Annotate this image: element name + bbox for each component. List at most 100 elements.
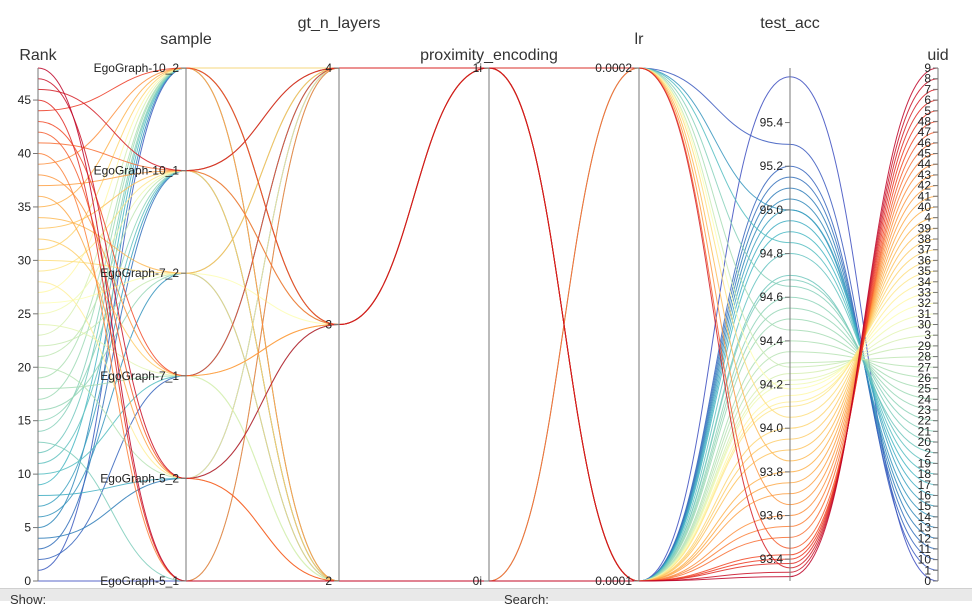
- tick-label-uid: 4: [924, 211, 931, 225]
- axis-title-uid: uid: [927, 47, 948, 64]
- record-line-17[interactable]: [37, 67, 939, 582]
- record-line-41[interactable]: [37, 67, 939, 582]
- record-line-28[interactable]: [37, 67, 939, 582]
- record-line-27[interactable]: [37, 67, 939, 582]
- tick-label-proximity_encoding: 1i: [473, 61, 482, 75]
- tick-label-uid: 22: [918, 414, 932, 428]
- tick-label-uid: 28: [918, 350, 932, 364]
- tick-label-uid: 26: [918, 371, 932, 385]
- footer-bar: Show: Search:: [0, 588, 972, 607]
- tick-label-uid: 42: [918, 179, 932, 193]
- axis-title-test_acc: test_acc: [760, 15, 820, 32]
- tick-label-uid: 38: [918, 232, 932, 246]
- tick-label-uid: 46: [918, 136, 932, 150]
- record-line-32[interactable]: [37, 67, 939, 582]
- tick-label-gt_n_layers: 4: [325, 61, 332, 75]
- record-line-42[interactable]: [37, 67, 939, 582]
- show-label: Show:: [10, 592, 47, 607]
- record-line-43[interactable]: [37, 67, 939, 582]
- tick-label-uid: 0: [924, 574, 931, 588]
- tick-label-uid: 18: [918, 467, 932, 481]
- record-line-11[interactable]: [37, 67, 939, 582]
- tick-label-test_acc: 95.4: [760, 116, 784, 130]
- tick-label-uid: 44: [918, 157, 932, 171]
- tick-label-rank: 5: [24, 521, 31, 535]
- tick-label-rank: 45: [18, 93, 32, 107]
- record-line-48[interactable]: [37, 67, 939, 582]
- tick-label-uid: 36: [918, 253, 932, 267]
- tick-label-uid: 40: [918, 200, 932, 214]
- tick-label-test_acc: 94.6: [760, 290, 784, 304]
- tick-label-uid: 20: [918, 435, 932, 449]
- tick-label-test_acc: 94.4: [760, 334, 784, 348]
- record-line-46[interactable]: [37, 67, 939, 569]
- axis-gt_n_layers[interactable]: gt_n_layers 2 3 4: [298, 15, 381, 588]
- tick-label-proximity_encoding: 0i: [473, 574, 482, 588]
- record-line-12[interactable]: [37, 67, 939, 582]
- record-line-2[interactable]: [37, 67, 939, 582]
- tick-label-test_acc: 93.6: [760, 509, 784, 523]
- axis-title-proximity_encoding: proximity_encoding: [420, 47, 558, 64]
- record-line-37[interactable]: [37, 67, 939, 582]
- tick-label-uid: 1: [924, 563, 931, 577]
- tick-label-uid: 35: [918, 264, 932, 278]
- tick-label-sample: EgoGraph-7_1: [100, 369, 179, 383]
- tick-label-rank: 15: [18, 414, 32, 428]
- axis-test_acc[interactable]: test_acc 93.4 93.6 93.8 94.0 94.2 94.4 94.6 94.8…: [760, 15, 820, 581]
- record-line-8[interactable]: [37, 67, 939, 582]
- parallel-coordinates-chart: Rank051015202530354045sampleEgoGraph-5_1…: [18, 15, 949, 588]
- tick-label-uid: 9: [924, 61, 931, 75]
- tick-label-uid: 10: [918, 553, 932, 567]
- record-line-7[interactable]: [37, 67, 939, 582]
- record-line-44[interactable]: [37, 67, 939, 582]
- record-line-35[interactable]: [37, 67, 939, 582]
- record-line-1[interactable]: [37, 67, 939, 571]
- record-line-16[interactable]: [37, 67, 939, 582]
- record-line-31[interactable]: [37, 67, 939, 582]
- record-line-0[interactable]: [38, 76, 939, 582]
- tick-label-uid: 25: [918, 382, 932, 396]
- record-line-13[interactable]: [37, 67, 939, 582]
- tick-label-test_acc: 94.2: [760, 378, 784, 392]
- tick-label-uid: 13: [918, 521, 932, 535]
- record-line-25[interactable]: [37, 67, 939, 582]
- tick-label-uid: 16: [918, 489, 932, 503]
- tick-label-test_acc: 93.8: [760, 465, 784, 479]
- tick-label-uid: 6: [924, 93, 931, 107]
- tick-label-uid: 3: [924, 328, 931, 342]
- tick-label-gt_n_layers: 3: [325, 318, 332, 332]
- tick-label-sample: EgoGraph-5_2: [100, 471, 179, 485]
- record-line-29[interactable]: [37, 67, 939, 582]
- record-line-23[interactable]: [37, 67, 939, 582]
- record-line-18[interactable]: [37, 67, 939, 582]
- record-line-34[interactable]: [37, 67, 939, 462]
- record-line-40[interactable]: [37, 67, 939, 582]
- axis-proximity_encoding[interactable]: proximity_encoding 0i 1i: [420, 47, 558, 588]
- record-line-20[interactable]: [37, 67, 939, 582]
- record-line-4[interactable]: [37, 67, 939, 582]
- record-line-22[interactable]: [37, 67, 939, 368]
- tick-label-rank: 20: [18, 360, 32, 374]
- tick-label-gt_n_layers: 2: [325, 574, 332, 588]
- record-line-26[interactable]: [37, 67, 939, 390]
- record-line-19[interactable]: [37, 67, 939, 582]
- record-line-47[interactable]: [37, 67, 939, 582]
- record-line-9[interactable]: [37, 67, 939, 582]
- axis-lr[interactable]: lr 0.0001 0.0002: [595, 31, 644, 588]
- record-line-38[interactable]: [37, 67, 939, 506]
- record-line-30[interactable]: [37, 67, 939, 582]
- tick-label-uid: 12: [918, 531, 932, 545]
- tick-label-sample: EgoGraph-10_1: [94, 164, 180, 178]
- tick-label-uid: 34: [918, 275, 932, 289]
- tick-label-uid: 37: [918, 243, 932, 257]
- record-line-6[interactable]: [37, 67, 939, 582]
- axis-uid[interactable]: uid 0110111213141516171819220212223242526…: [918, 47, 949, 588]
- record-line-5[interactable]: [37, 67, 939, 582]
- tick-label-rank: 30: [18, 253, 32, 267]
- axis-sample[interactable]: sample EgoGraph-5_1 EgoGraph-5_2 EgoGraph-7…: [94, 31, 212, 588]
- tick-label-rank: 0: [24, 574, 31, 588]
- axis-rank[interactable]: Rank 0 5 10 15 20 25 30 35 40 45: [18, 47, 58, 588]
- record-line-39[interactable]: [37, 67, 939, 582]
- record-line-36[interactable]: [37, 195, 939, 582]
- tick-label-sample: EgoGraph-5_1: [100, 574, 179, 588]
